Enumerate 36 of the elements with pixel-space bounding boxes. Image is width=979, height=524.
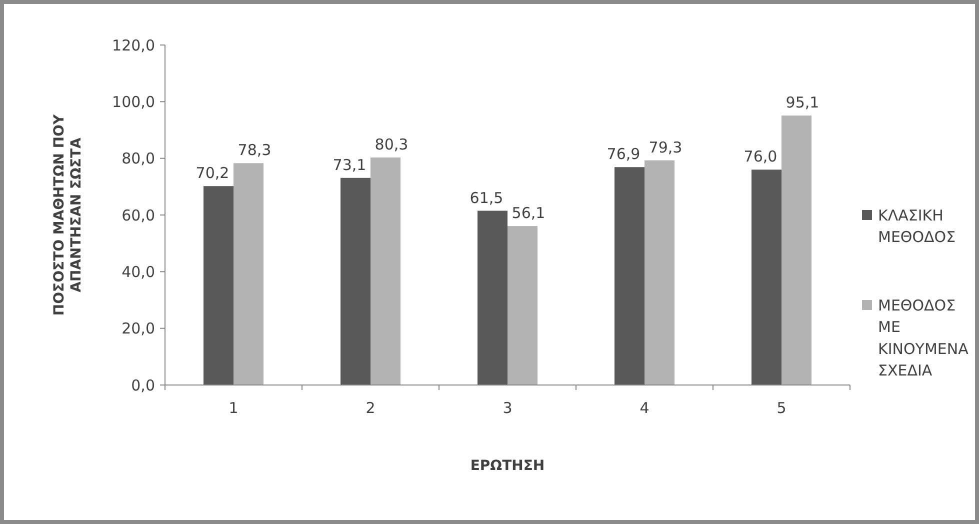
bar	[204, 186, 234, 385]
legend-label: ΚΛΑΣΙΚΗ ΜΕΘΟΔΟΣ	[878, 206, 956, 246]
data-label: 73,1	[332, 156, 366, 174]
data-label: 76,9	[606, 145, 640, 164]
legend-label: ΜΕΘΟΔΟΣ ΜΕ ΚΙΝΟΥΜΕΝΑ ΣΧΕΔΙΑ	[878, 296, 970, 380]
x-tick-label: 2	[366, 399, 376, 417]
data-label: 95,1	[786, 94, 820, 112]
x-tick-label: 5	[776, 399, 786, 417]
y-tick-label: 20,0	[122, 320, 155, 338]
bar	[340, 178, 370, 385]
y-tick-label: 40,0	[122, 262, 155, 281]
bar	[478, 210, 508, 385]
x-tick-label: 3	[502, 399, 512, 417]
bar	[752, 170, 782, 385]
data-label: 80,3	[374, 135, 408, 154]
y-tick-label: 80,0	[122, 150, 155, 168]
y-tick-label: 120,0	[112, 36, 155, 54]
data-label: 61,5	[470, 188, 504, 207]
data-label: 79,3	[648, 138, 682, 156]
y-tick-label: 0,0	[131, 376, 155, 394]
bar	[782, 116, 812, 385]
data-label: 56,1	[512, 204, 546, 222]
x-tick-label: 4	[640, 399, 650, 417]
y-axis-title: ΠΟΣΟΣΤΟ ΜΑΘΗΤΩΝ ΠΟΥ ΑΠΑΝΤΗΣΑΝ ΣΩΣΤΑ	[52, 114, 84, 316]
bar	[234, 163, 264, 385]
bar	[614, 167, 644, 385]
data-label: 76,0	[744, 148, 778, 166]
bar	[508, 226, 538, 385]
x-axis-title: ΕΡΩΤΗΣΗ	[470, 458, 545, 474]
x-tick-label: 1	[228, 399, 238, 417]
bar	[644, 160, 674, 385]
y-tick-label: 60,0	[122, 206, 155, 224]
data-label: 78,3	[238, 141, 272, 160]
data-label: 70,2	[196, 164, 230, 182]
bar	[370, 157, 400, 385]
y-tick-label: 100,0	[112, 92, 155, 111]
